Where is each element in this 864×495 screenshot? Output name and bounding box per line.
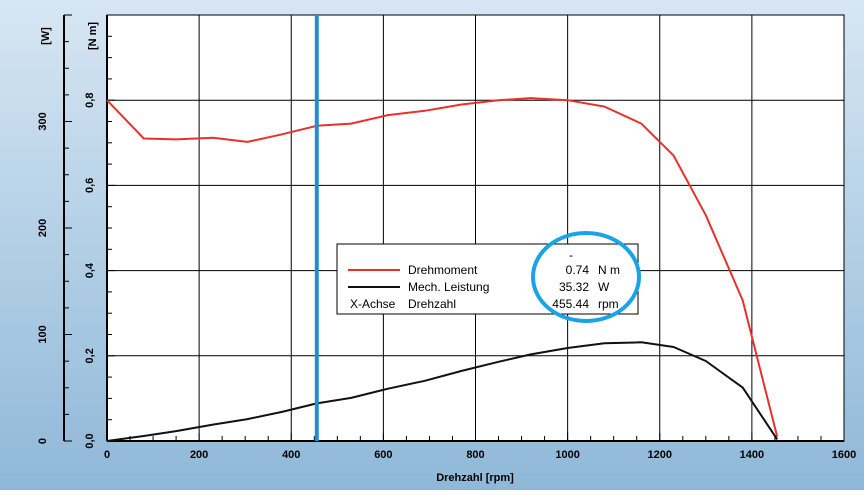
legend-value-drehzahl: 455.44 <box>552 297 589 311</box>
legend-unit-leistung: W <box>598 280 610 294</box>
torque-tick-label: 0,2 <box>84 348 96 363</box>
series-line-drehmoment <box>106 97 779 437</box>
power-tick-label: 100 <box>37 325 49 343</box>
legend-value-drehmoment: 0.74 <box>566 263 590 277</box>
torque-tick-label: 0,4 <box>84 262 96 278</box>
left-tick-labels: 0 100 200 300 <box>37 112 49 444</box>
power-tick-label: 300 <box>37 112 49 130</box>
right-axis-title: [N m] <box>87 22 99 50</box>
legend: - Drehmoment 0.74 N m Mech. Leistung 35.… <box>336 243 639 315</box>
legend-label-drehzahl: Drehzahl <box>408 297 456 311</box>
x-tick-label: 800 <box>466 449 484 461</box>
series-line-mech-leistung <box>106 341 779 442</box>
x-tick-labels: 0 200 400 600 800 1000 1200 1400 1600 <box>104 449 856 461</box>
legend-unit-drehmoment: N m <box>598 263 620 277</box>
highlight-circle <box>531 231 641 323</box>
left-axis-title: [W] <box>40 27 52 45</box>
torque-tick-label: 0,0 <box>84 433 96 448</box>
torque-tick-label: 0,8 <box>84 93 96 108</box>
x-tick-label: 0 <box>104 449 110 461</box>
legend-label-leistung: Mech. Leistung <box>408 280 489 294</box>
gridlines <box>107 15 844 441</box>
right-tick-labels: 0,0 0,2 0,4 0,6 0,8 <box>84 93 96 449</box>
legend-box <box>336 243 639 315</box>
power-tick-label: 0 <box>37 438 49 444</box>
x-tick-label: 1600 <box>832 449 856 461</box>
x-axis-title: Drehzahl [rpm] <box>436 472 514 484</box>
legend-label-drehmoment: Drehmoment <box>408 263 478 277</box>
x-tick-label: 1000 <box>555 449 579 461</box>
x-tick-label: 1200 <box>648 449 672 461</box>
power-tick-label: 200 <box>37 219 49 237</box>
x-tick-label: 400 <box>282 449 300 461</box>
legend-value-leistung: 35.32 <box>559 280 589 294</box>
x-tick-label: 200 <box>190 449 208 461</box>
x-tick-label: 1400 <box>740 449 764 461</box>
torque-tick-label: 0,6 <box>84 178 96 193</box>
series-lines <box>106 97 779 442</box>
legend-header: - <box>569 248 573 262</box>
legend-unit-drehzahl: rpm <box>598 297 619 311</box>
x-tick-label: 600 <box>374 449 392 461</box>
legend-xaxis-prefix: X-Achse <box>350 297 396 311</box>
